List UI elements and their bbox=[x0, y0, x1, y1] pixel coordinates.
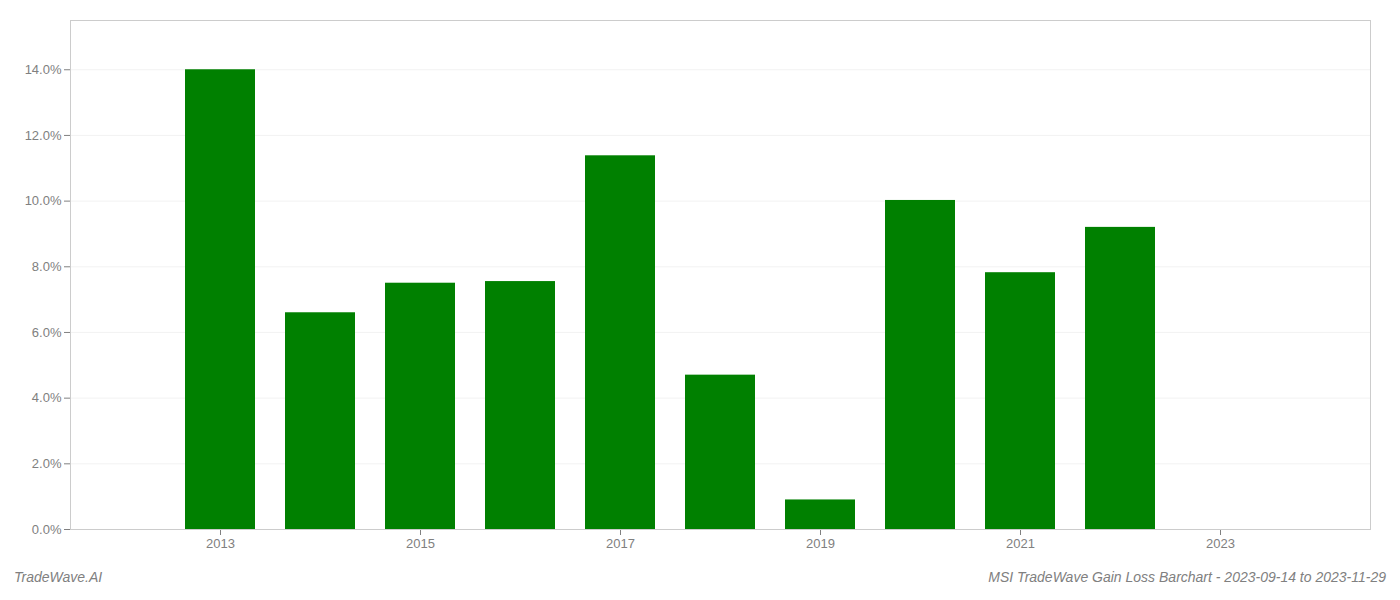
svg-text:2019: 2019 bbox=[806, 536, 835, 551]
svg-text:2015: 2015 bbox=[406, 536, 435, 551]
svg-text:10.0%: 10.0% bbox=[25, 193, 62, 208]
svg-text:0.0%: 0.0% bbox=[32, 522, 62, 537]
svg-text:2023: 2023 bbox=[1206, 536, 1235, 551]
svg-text:8.0%: 8.0% bbox=[32, 259, 62, 274]
html-text:MSI TradeWave Gain Loss Barcha: MSI TradeWave Gain Loss Barchart - 2023-… bbox=[988, 569, 1386, 585]
svg-text:2.0%: 2.0% bbox=[32, 456, 62, 471]
svg-text:14.0%: 14.0% bbox=[25, 62, 62, 77]
svg-text:6.0%: 6.0% bbox=[32, 325, 62, 340]
svg-text:12.0%: 12.0% bbox=[25, 128, 62, 143]
svg-text:2013: 2013 bbox=[206, 536, 235, 551]
svg-text:2017: 2017 bbox=[606, 536, 635, 551]
svg-text:2021: 2021 bbox=[1006, 536, 1035, 551]
html-text:TradeWave.AI: TradeWave.AI bbox=[14, 569, 103, 585]
svg-text:4.0%: 4.0% bbox=[32, 390, 62, 405]
